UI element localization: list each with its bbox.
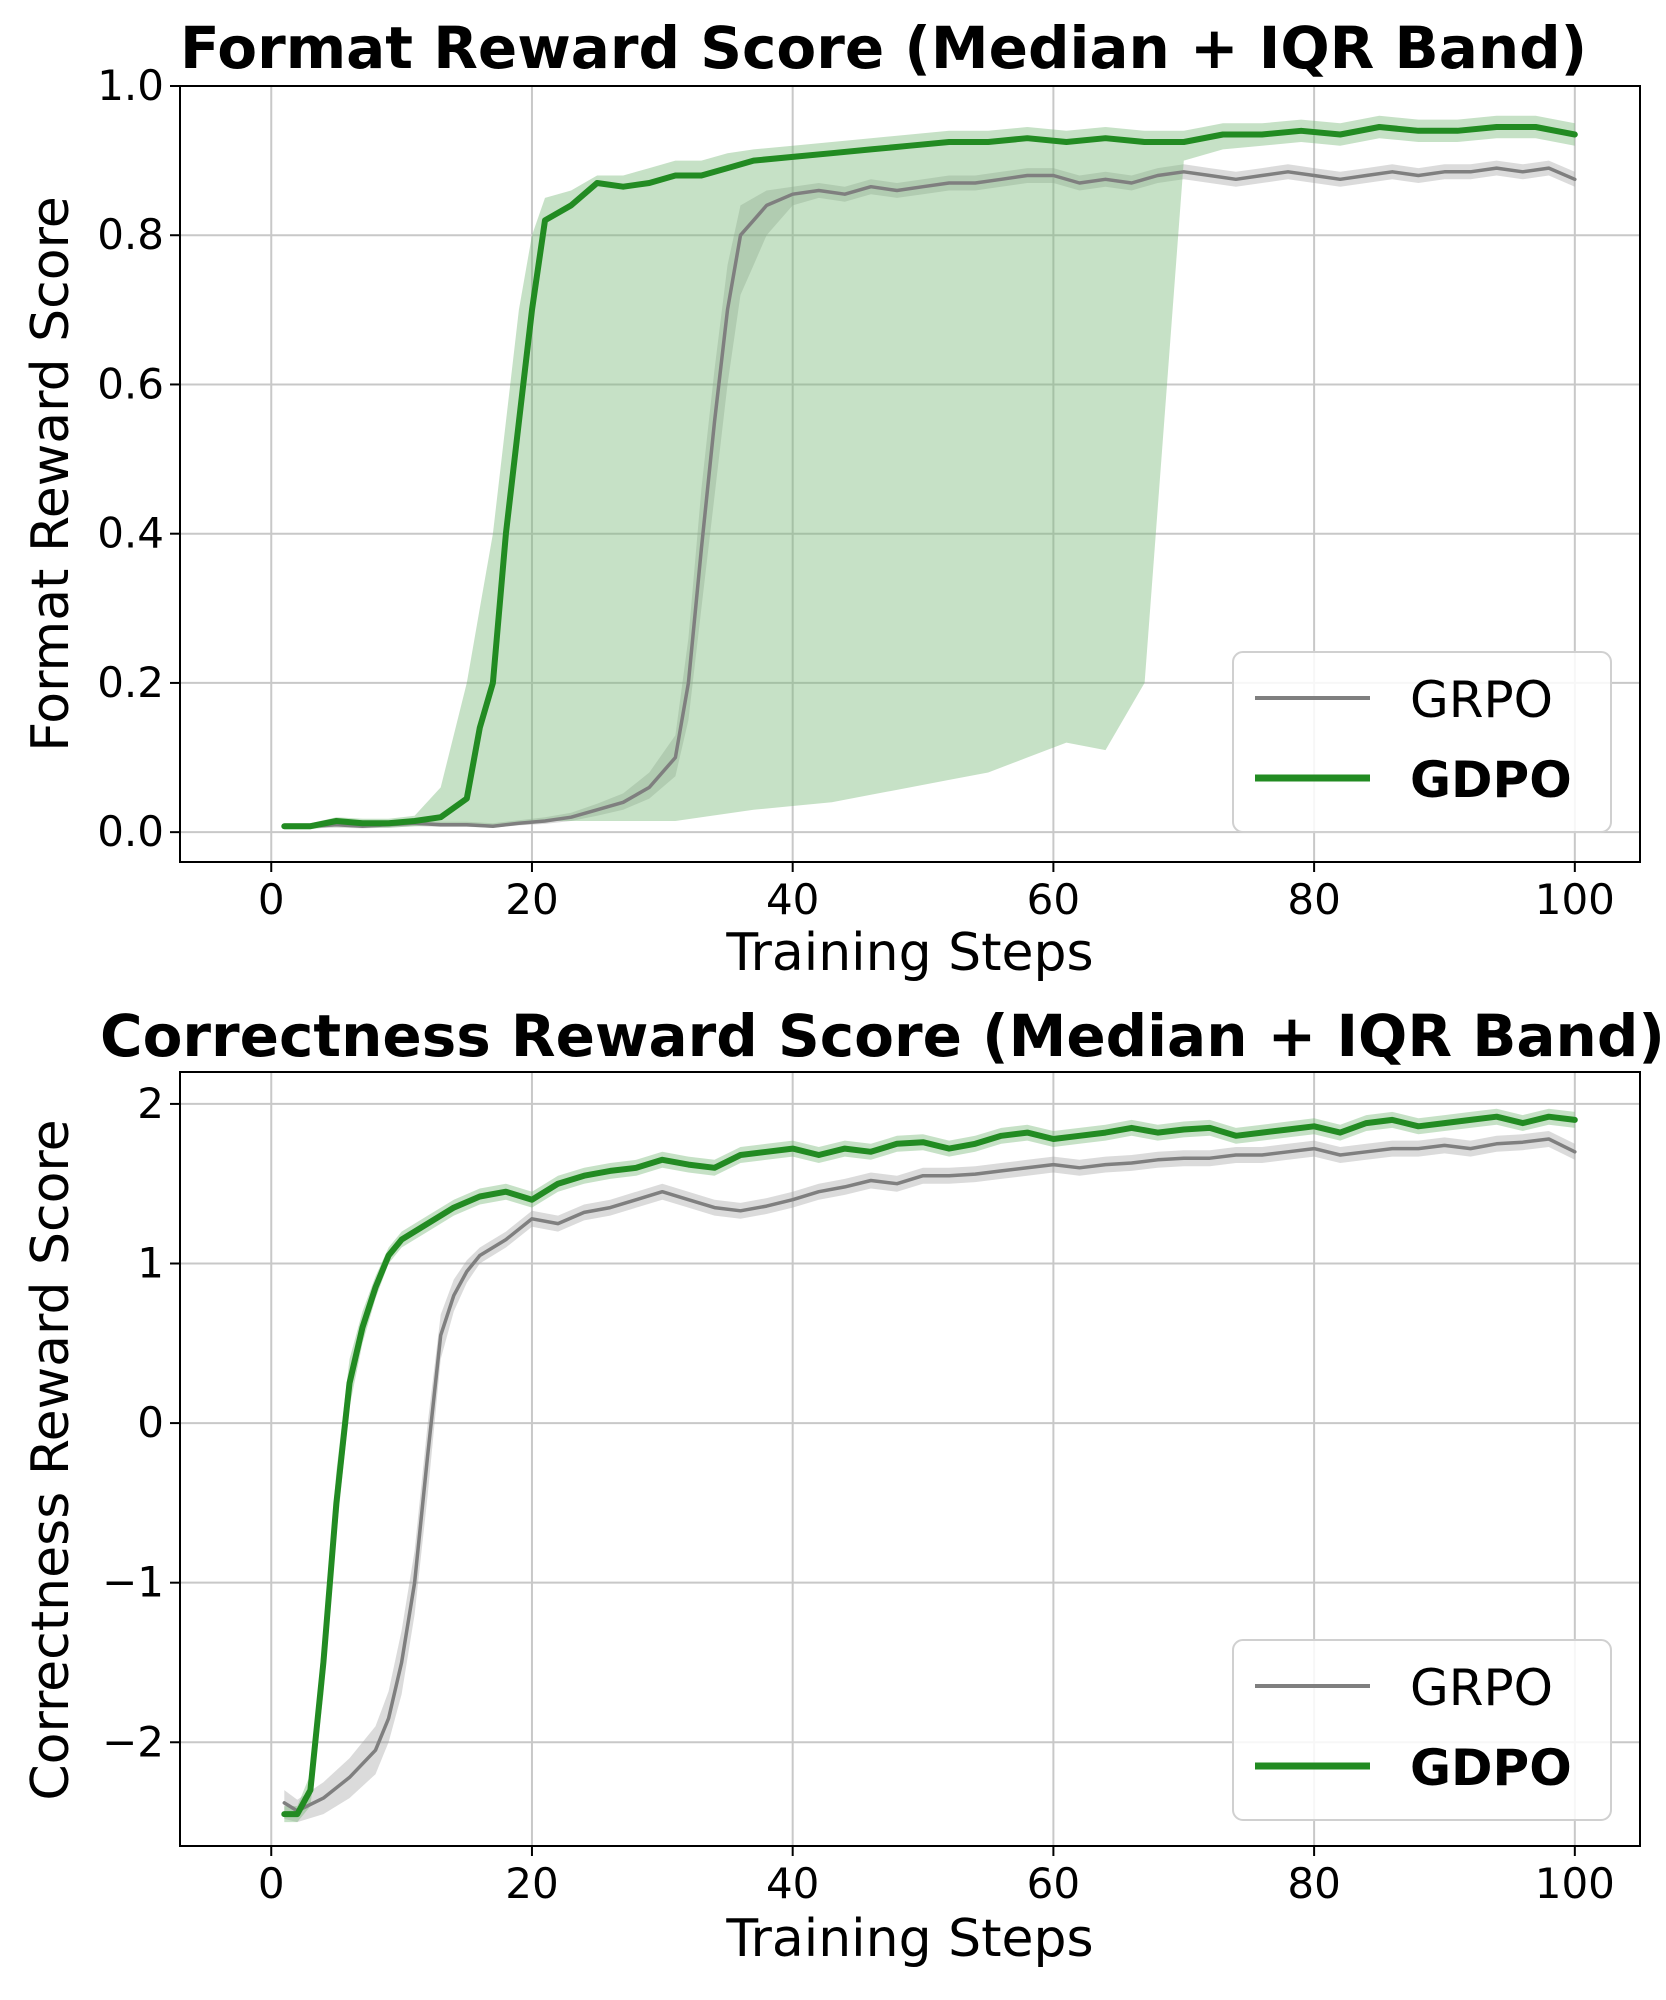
correctness-reward-chart: Correctness Reward Score (Median + IQR B…	[21, 1002, 1665, 1969]
correctness-grid	[180, 1072, 1640, 1846]
correctness-tick-labels: 0 20 40 60 80 100 −2 −1 0 1 2	[102, 1079, 1615, 1908]
correctness-xtick-label-3: 60	[1027, 1859, 1080, 1908]
format-plot-frame	[179, 85, 1641, 863]
format-xtick-label-3: 60	[1027, 875, 1080, 924]
format-xtick-label-1: 20	[505, 875, 558, 924]
correctness-xtick-label-5: 100	[1535, 1859, 1615, 1908]
correctness-legend-gdpo-label: GDPO	[1410, 1739, 1572, 1797]
format-legend-grpo-label: GRPO	[1410, 671, 1553, 729]
format-reward-chart: Format Reward Score (Median + IQR Band) …	[21, 14, 1641, 983]
correctness-ytick-label-3: 1	[137, 1239, 164, 1288]
format-chart-title: Format Reward Score (Median + IQR Band)	[180, 14, 1587, 82]
correctness-legend-grpo-label: GRPO	[1410, 1659, 1553, 1717]
correctness-xtick-label-0: 0	[258, 1859, 285, 1908]
correctness-ytick-label-2: 0	[137, 1398, 164, 1447]
format-ytick-label-0: 0.0	[97, 807, 164, 856]
correctness-xtick-label-4: 80	[1287, 1859, 1340, 1908]
correctness-gdpo-median-line	[281, 1113, 1578, 1818]
correctness-series-lines	[281, 1113, 1578, 1818]
format-xtick-label-0: 0	[258, 875, 285, 924]
format-gdpo-median-line	[281, 124, 1578, 830]
format-series-lines	[281, 124, 1578, 830]
correctness-plot-frame	[179, 1071, 1641, 1847]
format-xtick-label-4: 80	[1287, 875, 1340, 924]
format-y-axis-label: Format Reward Score	[21, 196, 81, 752]
correctness-legend: GRPO GDPO	[1232, 1639, 1612, 1821]
format-ytick-label-1: 0.2	[97, 658, 164, 707]
correctness-xtick-label-2: 40	[766, 1859, 819, 1908]
format-ytick-label-2: 0.4	[97, 509, 164, 558]
correctness-grpo-median-line	[282, 1137, 1577, 1813]
correctness-ytick-label-1: −1	[102, 1558, 164, 1607]
correctness-chart-title: Correctness Reward Score (Median + IQR B…	[100, 1002, 1665, 1070]
format-xtick-label-2: 40	[766, 875, 819, 924]
format-legend: GRPO GDPO	[1232, 651, 1612, 833]
correctness-ytick-label-0: −2	[102, 1717, 164, 1766]
correctness-ytick-label-4: 2	[137, 1079, 164, 1128]
format-ytick-label-5: 1.0	[97, 61, 164, 110]
format-grpo-median-line	[282, 166, 1577, 828]
format-tick-labels: 0 20 40 60 80 100 0.0 0.2 0.4 0.6 0.8 1.0	[97, 61, 1615, 924]
format-x-axis-label: Training Steps	[725, 923, 1093, 983]
format-legend-gdpo-label: GDPO	[1410, 751, 1572, 809]
format-xtick-label-5: 100	[1535, 875, 1615, 924]
correctness-xtick-label-1: 20	[505, 1859, 558, 1908]
correctness-y-axis-label: Correctness Reward Score	[21, 1119, 81, 1800]
correctness-x-axis-label: Training Steps	[725, 1909, 1093, 1969]
format-ytick-label-4: 0.8	[97, 210, 164, 259]
format-iqr-bands	[284, 115, 1575, 830]
format-gdpo-iqr-band	[284, 115, 1575, 830]
format-ytick-label-3: 0.6	[97, 359, 164, 408]
